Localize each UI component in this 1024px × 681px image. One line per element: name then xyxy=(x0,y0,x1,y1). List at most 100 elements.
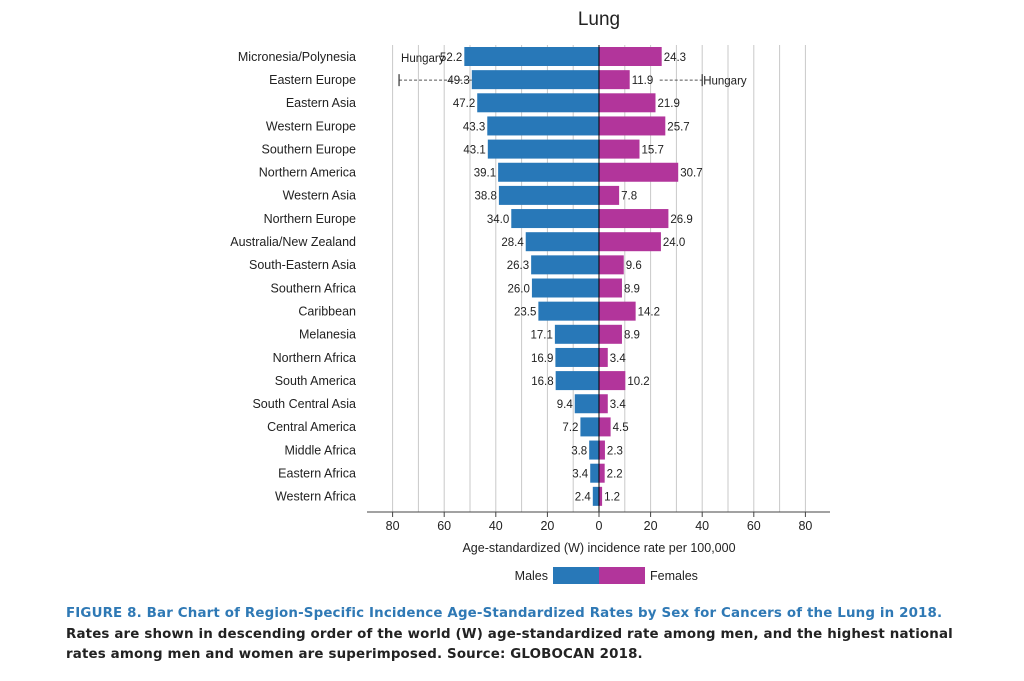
bar-males xyxy=(538,301,599,321)
category-label: Eastern Europe xyxy=(269,73,356,87)
bar-females xyxy=(599,278,622,298)
bar-females xyxy=(599,255,624,275)
bar-females xyxy=(599,394,608,414)
bar-males xyxy=(589,440,599,460)
bar-females xyxy=(599,232,661,252)
bar-males xyxy=(554,324,599,344)
data-label-females: 11.9 xyxy=(632,75,654,87)
bar-females xyxy=(599,347,608,367)
bar-females xyxy=(599,301,636,321)
data-label-males: 28.4 xyxy=(501,237,524,249)
bar-males xyxy=(590,463,599,483)
bar-males xyxy=(487,116,599,136)
bar-males xyxy=(531,278,599,298)
category-labels: Micronesia/Polynesia Eastern Europe Easter… xyxy=(230,50,356,504)
x-tick-label: 80 xyxy=(386,519,400,533)
bar-females xyxy=(599,324,622,344)
data-label-females: 26.9 xyxy=(670,214,692,226)
bar-females xyxy=(599,139,640,159)
x-tick-label: 60 xyxy=(437,519,451,533)
bar-males xyxy=(511,209,599,229)
bar-females xyxy=(599,440,605,460)
category-label: South-Eastern Asia xyxy=(249,258,356,272)
data-label-males: 16.9 xyxy=(531,353,553,365)
bar-males xyxy=(531,255,599,275)
data-label-males: 49.3 xyxy=(447,75,469,87)
category-label: South Central Asia xyxy=(252,397,356,411)
bar-males xyxy=(471,70,599,90)
data-label-females: 30.7 xyxy=(680,168,702,180)
data-label-males: 3.4 xyxy=(572,469,589,481)
bar-males xyxy=(477,93,599,113)
annotation-label-males: Hungary xyxy=(401,53,445,65)
figure-caption: FIGURE 8. Bar Chart of Region-Specific I… xyxy=(66,604,986,666)
chart-title: Lung xyxy=(578,9,620,30)
data-label-females: 14.2 xyxy=(638,306,660,318)
x-tick-label: 20 xyxy=(540,519,554,533)
bar-females xyxy=(599,209,669,229)
category-label: Eastern Asia xyxy=(286,96,356,110)
bar-males xyxy=(580,417,599,437)
category-label: Melanesia xyxy=(299,328,356,342)
bar-females xyxy=(599,417,611,437)
x-axis-label: Age-standardized (W) incidence rate per … xyxy=(462,541,735,555)
data-label-females: 8.9 xyxy=(624,283,640,295)
data-label-females: 3.4 xyxy=(610,353,627,365)
data-label-females: 15.7 xyxy=(642,144,664,156)
category-label: Western Asia xyxy=(283,189,356,203)
bar-females xyxy=(599,70,630,90)
data-label-males: 39.1 xyxy=(474,168,496,180)
data-label-females: 8.9 xyxy=(624,330,640,342)
x-tick-label: 40 xyxy=(695,519,709,533)
category-label: Australia/New Zealand xyxy=(230,235,356,249)
bar-females xyxy=(599,162,679,182)
bar-females xyxy=(599,93,656,113)
category-label: Northern Europe xyxy=(264,212,356,226)
data-label-females: 3.4 xyxy=(610,399,627,411)
data-label-males: 26.3 xyxy=(507,260,529,272)
data-label-males: 34.0 xyxy=(487,214,509,226)
data-label-males: 52.2 xyxy=(440,52,462,64)
bars: 52.2 24.3 49.3 11.9 47.2 21.9 43.3 25.7 43.1 15.7… xyxy=(440,47,703,506)
x-tick-label: 40 xyxy=(489,519,503,533)
category-label: Northern Africa xyxy=(273,351,356,365)
data-label-females: 1.2 xyxy=(604,492,620,504)
bar-females xyxy=(599,47,662,66)
data-label-males: 9.4 xyxy=(557,399,574,411)
category-label: Central America xyxy=(267,420,356,434)
data-label-females: 25.7 xyxy=(667,121,689,133)
data-label-males: 43.3 xyxy=(463,121,485,133)
x-tick-label: 20 xyxy=(644,519,658,533)
data-label-males: 43.1 xyxy=(463,144,485,156)
data-label-females: 24.0 xyxy=(663,237,685,249)
legend-swatch-females xyxy=(599,567,645,584)
data-label-females: 2.2 xyxy=(607,469,623,481)
x-tick-label: 0 xyxy=(596,519,603,533)
x-tick-label: 60 xyxy=(747,519,761,533)
bar-females xyxy=(599,486,603,506)
data-label-females: 24.3 xyxy=(664,52,686,64)
data-label-males: 2.4 xyxy=(575,492,592,504)
category-label: Caribbean xyxy=(298,304,356,318)
bar-males xyxy=(574,394,599,414)
data-label-males: 16.8 xyxy=(531,376,553,388)
category-label: Eastern Africa xyxy=(278,467,356,481)
bar-males xyxy=(464,47,599,66)
data-label-males: 38.8 xyxy=(475,191,497,203)
data-label-females: 10.2 xyxy=(627,376,649,388)
category-label: South America xyxy=(275,374,356,388)
bar-females xyxy=(599,371,626,391)
lung-incidence-chart: Lung 52.2 24.3 49.3 11.9 47.2 21.9 43.3 25.7 43.… xyxy=(230,9,830,584)
category-label: Western Europe xyxy=(266,119,356,133)
bar-females xyxy=(599,185,620,205)
data-label-females: 9.6 xyxy=(626,260,642,272)
category-label: Western Africa xyxy=(275,490,356,504)
legend-label-females: Females xyxy=(650,569,698,583)
bar-males xyxy=(525,232,599,252)
bar-males xyxy=(498,185,599,205)
category-label: Southern Europe xyxy=(261,142,356,156)
annotation-label-females: Hungary xyxy=(703,75,747,87)
bar-males xyxy=(555,347,599,367)
legend-label-males: Males xyxy=(515,569,548,583)
x-axis-ticks: 80 60 40 20 0 20 40 60 80 xyxy=(386,512,812,533)
